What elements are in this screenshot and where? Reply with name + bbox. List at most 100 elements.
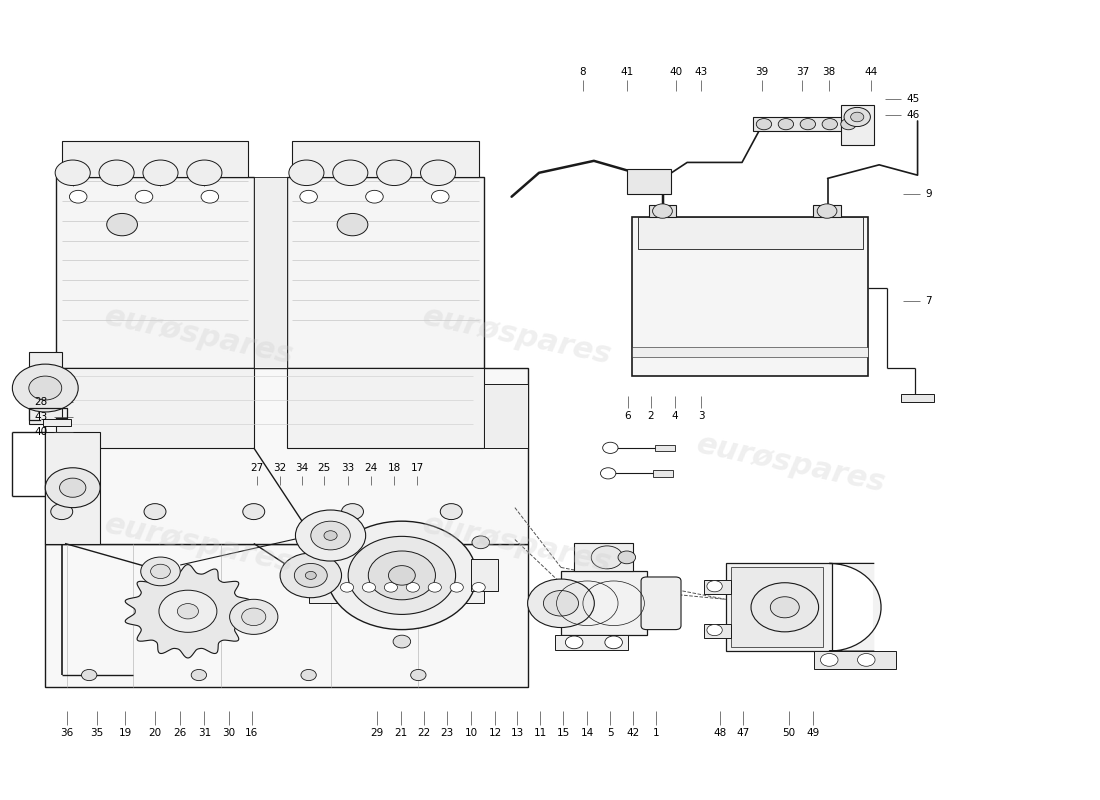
Circle shape — [300, 190, 318, 203]
Circle shape — [81, 670, 97, 681]
Bar — [556, 635, 628, 650]
Circle shape — [757, 118, 771, 130]
Circle shape — [141, 557, 180, 586]
Bar — [45, 543, 528, 687]
Text: 41: 41 — [620, 66, 634, 77]
Bar — [574, 542, 634, 571]
Text: 42: 42 — [627, 728, 640, 738]
Text: 33: 33 — [341, 462, 354, 473]
Circle shape — [528, 579, 594, 627]
Text: 25: 25 — [317, 462, 331, 473]
Text: eurøspares: eurøspares — [420, 510, 615, 578]
Text: 45: 45 — [906, 94, 920, 104]
Circle shape — [319, 582, 332, 592]
Bar — [638, 217, 862, 249]
Text: 6: 6 — [625, 411, 631, 421]
Circle shape — [751, 582, 818, 632]
Text: 19: 19 — [119, 728, 132, 738]
Bar — [56, 368, 254, 448]
Circle shape — [592, 546, 623, 569]
Circle shape — [565, 636, 583, 649]
Circle shape — [858, 654, 876, 666]
Bar — [293, 141, 478, 177]
Circle shape — [280, 553, 341, 598]
Text: 21: 21 — [394, 728, 407, 738]
Text: 9: 9 — [925, 190, 932, 199]
Bar — [840, 105, 873, 145]
Circle shape — [341, 504, 363, 519]
Text: eurøspares: eurøspares — [101, 302, 296, 370]
Text: 8: 8 — [580, 66, 586, 77]
Circle shape — [69, 190, 87, 203]
Circle shape — [376, 160, 411, 186]
Circle shape — [850, 112, 864, 122]
Bar — [627, 169, 671, 194]
Circle shape — [337, 214, 367, 236]
Circle shape — [296, 510, 365, 561]
Circle shape — [605, 636, 623, 649]
Circle shape — [450, 582, 463, 592]
Bar — [901, 394, 934, 402]
Circle shape — [543, 590, 579, 616]
Bar — [471, 559, 498, 591]
Text: eurøspares: eurøspares — [101, 510, 296, 578]
Circle shape — [328, 521, 476, 630]
Circle shape — [384, 582, 397, 592]
Circle shape — [821, 654, 838, 666]
Text: 35: 35 — [90, 728, 103, 738]
Bar — [704, 624, 732, 638]
Circle shape — [822, 118, 837, 130]
Circle shape — [362, 582, 375, 592]
Text: 43: 43 — [34, 412, 47, 422]
Circle shape — [324, 530, 337, 540]
Circle shape — [289, 160, 324, 186]
Text: 2: 2 — [648, 411, 654, 421]
Circle shape — [55, 160, 90, 186]
Text: 29: 29 — [370, 728, 383, 738]
Bar — [653, 470, 673, 477]
Text: 20: 20 — [148, 728, 162, 738]
Circle shape — [472, 582, 485, 592]
Text: 3: 3 — [698, 411, 705, 421]
Text: 31: 31 — [198, 728, 211, 738]
Circle shape — [618, 551, 636, 564]
Circle shape — [12, 364, 78, 412]
Circle shape — [388, 566, 416, 585]
Circle shape — [45, 468, 100, 508]
Circle shape — [143, 160, 178, 186]
Bar — [632, 217, 868, 376]
Text: 23: 23 — [440, 728, 453, 738]
Circle shape — [242, 608, 266, 626]
Circle shape — [406, 582, 419, 592]
Circle shape — [158, 590, 217, 632]
Circle shape — [349, 536, 455, 614]
Text: 17: 17 — [410, 462, 424, 473]
Text: 40: 40 — [34, 427, 47, 437]
Circle shape — [440, 504, 462, 519]
Circle shape — [601, 468, 616, 479]
Text: 34: 34 — [296, 462, 309, 473]
Circle shape — [393, 635, 410, 648]
Bar — [649, 206, 676, 217]
Bar — [254, 177, 287, 368]
Circle shape — [306, 571, 317, 579]
Text: 13: 13 — [510, 728, 524, 738]
Text: 46: 46 — [906, 110, 920, 119]
Bar — [45, 368, 528, 543]
Text: 18: 18 — [387, 462, 400, 473]
Text: 4: 4 — [672, 411, 679, 421]
Text: 26: 26 — [174, 728, 187, 738]
Text: 15: 15 — [557, 728, 570, 738]
Text: 16: 16 — [245, 728, 258, 738]
Text: 11: 11 — [534, 728, 547, 738]
Text: 5: 5 — [607, 728, 614, 738]
Circle shape — [770, 597, 800, 618]
Circle shape — [431, 190, 449, 203]
Polygon shape — [829, 563, 881, 651]
Text: eurøspares: eurøspares — [420, 302, 615, 370]
Bar — [704, 580, 732, 594]
Bar — [45, 432, 100, 543]
Circle shape — [59, 478, 86, 498]
Circle shape — [29, 376, 62, 400]
Bar — [29, 352, 62, 424]
